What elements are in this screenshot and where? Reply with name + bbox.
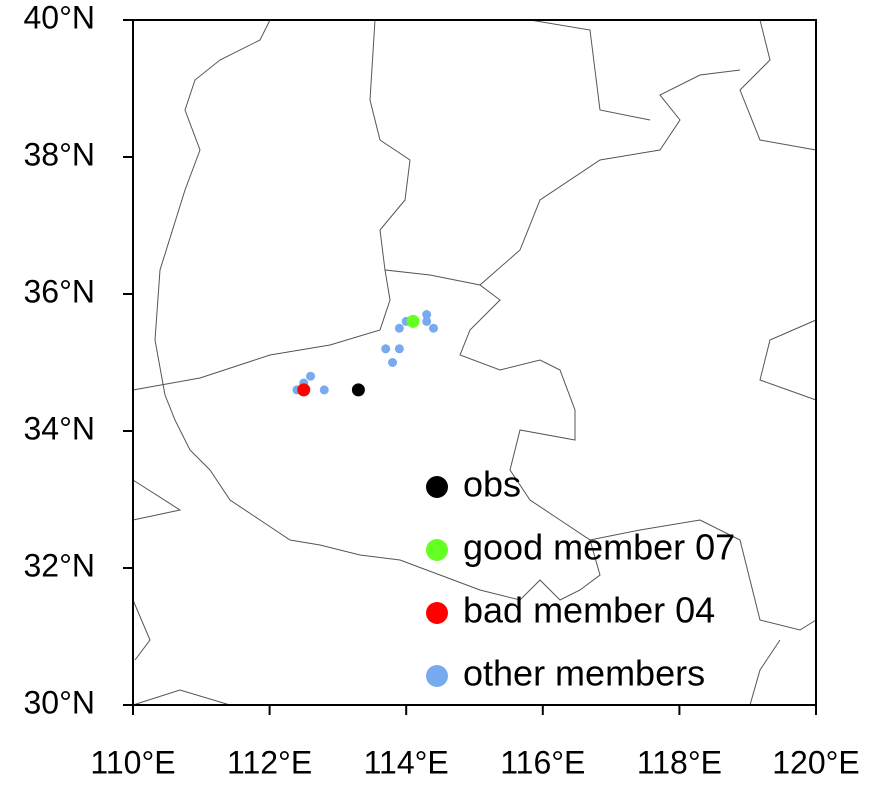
legend-marker — [426, 602, 448, 624]
legend-label: other members — [463, 653, 705, 694]
y-tick-label: 34°N — [24, 410, 96, 446]
plot-frame — [132, 19, 817, 706]
y-tick-label: 36°N — [24, 273, 96, 309]
legend-label: obs — [463, 464, 521, 505]
point — [306, 371, 316, 381]
border — [154, 19, 271, 396]
border — [529, 19, 651, 121]
border — [589, 519, 817, 631]
point — [381, 344, 391, 354]
border — [749, 639, 781, 706]
point — [394, 323, 404, 333]
point — [429, 323, 439, 333]
legend-label: good member 07 — [463, 527, 735, 568]
borders — [132, 19, 817, 706]
x-tick-label: 120°E — [772, 744, 860, 780]
y-tick-label: 40°N — [24, 0, 96, 35]
y-tick-label: 38°N — [24, 136, 96, 172]
x-tick-label: 114°E — [364, 744, 449, 780]
border — [739, 19, 817, 151]
x-tick-label: 110°E — [90, 744, 175, 780]
legend-label: bad member 04 — [463, 590, 715, 631]
border — [132, 599, 151, 661]
point — [422, 316, 432, 326]
x-tick-label: 112°E — [227, 744, 312, 780]
border — [132, 689, 231, 706]
legend-marker — [426, 476, 448, 498]
x-tick-label: 116°E — [500, 744, 585, 780]
point — [406, 314, 420, 328]
point — [422, 310, 432, 320]
point — [319, 385, 329, 395]
point — [394, 344, 404, 354]
border — [132, 479, 182, 521]
y-tick-label: 32°N — [24, 547, 96, 583]
border — [479, 69, 741, 286]
point — [297, 383, 311, 397]
legend-marker — [426, 539, 448, 561]
y-tick-label: 30°N — [24, 684, 96, 720]
x-tick-label: 118°E — [637, 744, 722, 780]
border — [369, 19, 411, 271]
border — [132, 269, 601, 601]
legend-marker — [426, 665, 448, 687]
point — [351, 383, 365, 397]
point — [388, 358, 398, 367]
border — [759, 319, 817, 401]
